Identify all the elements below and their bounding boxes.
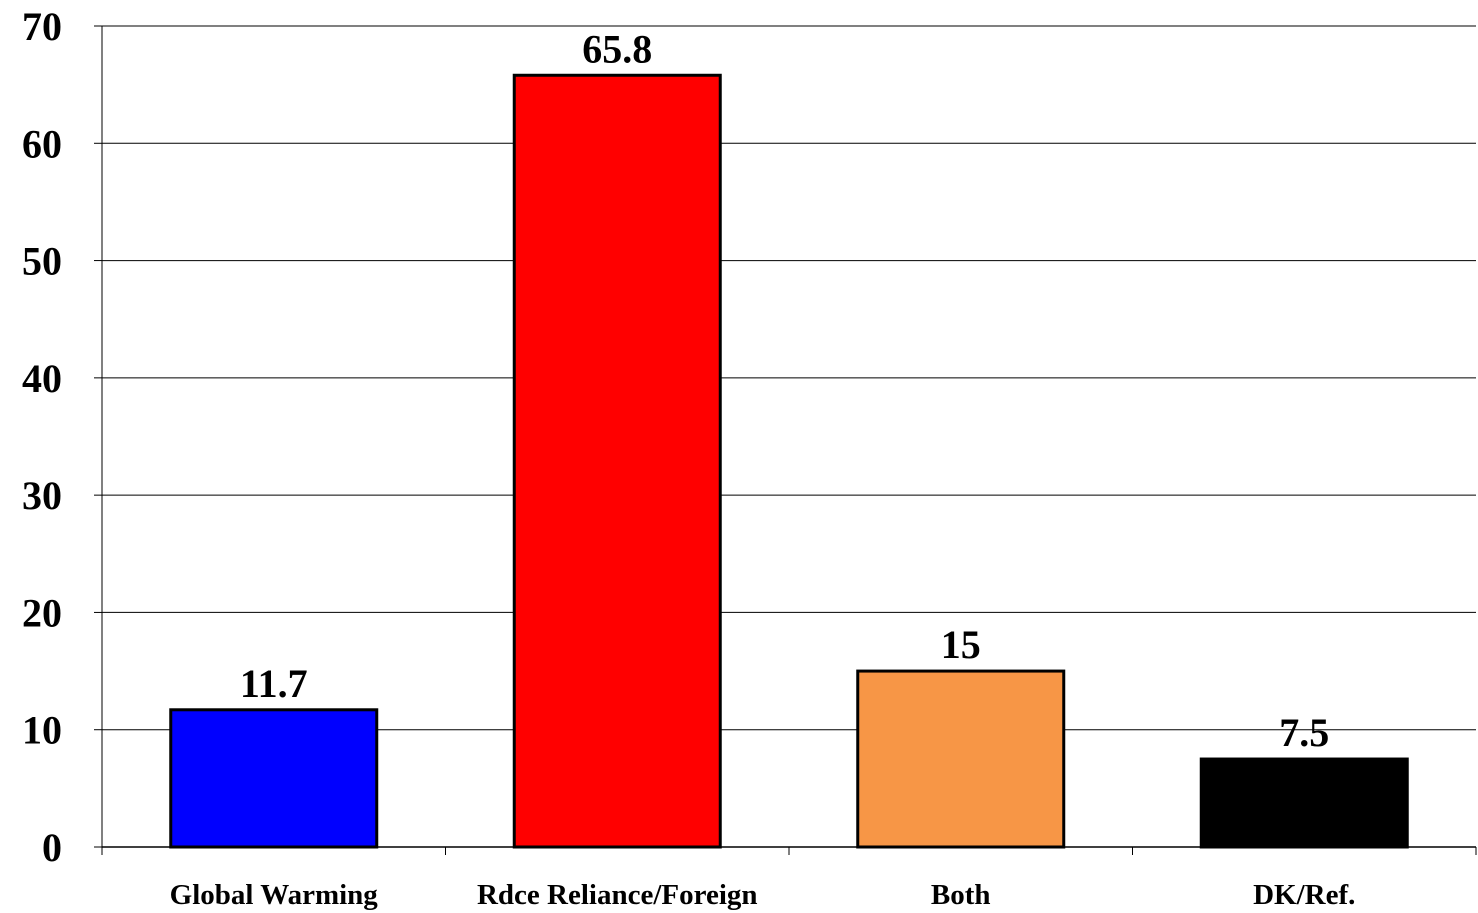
y-tick-label: 70: [22, 4, 62, 49]
y-tick-label: 10: [22, 708, 62, 753]
x-category-label-2: Both: [931, 879, 991, 911]
bar-0: [169, 708, 379, 849]
bar-3: [1199, 757, 1409, 849]
data-label-1: 65.8: [582, 26, 652, 71]
data-label-0: 11.7: [240, 661, 308, 706]
y-tick-label: 20: [22, 590, 62, 635]
data-label-3: 7.5: [1279, 710, 1329, 755]
data-label-2: 15: [941, 622, 981, 667]
y-tick-label: 60: [22, 121, 62, 166]
labels: 0 10 20 30 40 50 60 70 11.7 Global Warming 65.8 Rdc…: [22, 4, 1355, 911]
y-tick-label: 50: [22, 239, 62, 284]
x-category-label-1: Rdce Reliance/Foreign: [477, 879, 758, 911]
x-category-label-3: DK/Ref.: [1253, 879, 1355, 911]
gridlines: [102, 25, 1476, 731]
y-tick-label: 40: [22, 356, 62, 401]
bar-1: [512, 73, 722, 849]
x-category-label-0: Global Warming: [170, 879, 379, 911]
y-tick-label: 30: [22, 473, 62, 518]
bars: [169, 73, 1409, 849]
bar-2: [856, 669, 1066, 849]
y-tick-label: 0: [42, 825, 62, 870]
